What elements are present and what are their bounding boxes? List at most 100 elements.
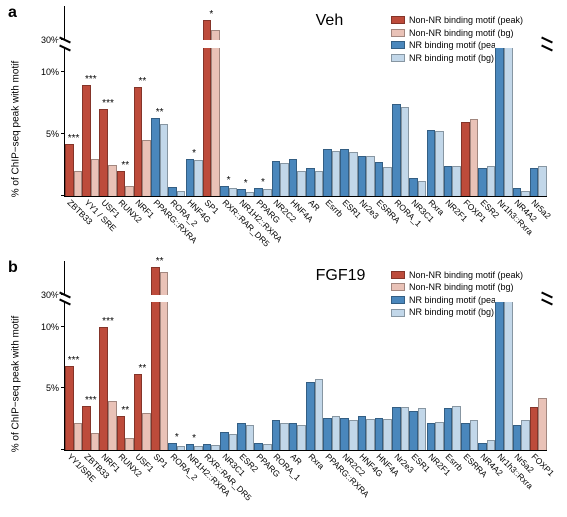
significance-marker: *** (68, 356, 80, 366)
bar-bg (383, 419, 392, 450)
bar-bg (177, 191, 186, 196)
bar-bg (401, 107, 410, 196)
bar-peak (323, 418, 332, 450)
ytick-label: 5% (46, 129, 65, 139)
figure: a% of ChIP−seq peak with motif5%10%30%Ve… (0, 0, 567, 517)
bar-bg (435, 422, 444, 450)
significance-marker: * (192, 149, 196, 159)
yaxis-label: % of ChIP−seq peak with motif (11, 61, 22, 197)
bar-peak (461, 423, 470, 450)
bar-group: PPARG::RXRA (323, 261, 340, 451)
bar-bg (297, 171, 306, 196)
panel-b: b% of ChIP−seq peak with motif5%10%30%FG… (8, 259, 559, 510)
bar-group: NR4A2 (513, 6, 530, 196)
bar-peak (340, 418, 349, 450)
significance-marker: * (192, 434, 196, 444)
bar-break-mask (151, 295, 168, 303)
bar-group: HNF4A (289, 6, 306, 196)
bar-peak (358, 156, 367, 195)
significance-marker: *** (102, 317, 114, 327)
bar-bg (538, 166, 547, 196)
bar-peak (168, 443, 177, 450)
bar-bg (487, 440, 496, 450)
bar-bg (74, 171, 83, 196)
bar-group: USF1*** (99, 6, 116, 196)
bar-group: SP1* (203, 6, 220, 196)
bar-bg (229, 188, 238, 195)
bar-bg (108, 401, 117, 450)
bar-peak (65, 144, 74, 196)
bar-peak (272, 161, 281, 195)
bar-break-mask (203, 40, 220, 48)
bar-bg (487, 166, 496, 196)
bar-peak (220, 186, 229, 196)
bar-group: PPARG* (254, 6, 271, 196)
bar-group: Esrrb (323, 6, 340, 196)
bar-bg (418, 181, 427, 196)
bar-bg (349, 152, 358, 195)
bar-group: ESR2 (237, 261, 254, 451)
bar-bg (538, 398, 547, 450)
bar-group: YY1 / SRE*** (82, 6, 99, 196)
bar-group: Nr5a2 (530, 6, 547, 196)
bar-bg (177, 446, 186, 450)
bar-bg (470, 420, 479, 450)
bar-bg (366, 419, 375, 450)
bar-group: HNF4G (358, 261, 375, 451)
significance-marker: * (244, 179, 248, 189)
bar-peak (375, 418, 384, 450)
bar-group: Nr2e3 (392, 261, 409, 451)
bar-peak (237, 423, 246, 450)
bar-group: RORA_1 (392, 6, 409, 196)
bar-group: NR2F1 (427, 261, 444, 451)
bar-peak (82, 406, 91, 450)
bar-bg (91, 433, 100, 450)
bar-peak (220, 432, 229, 450)
bar-peak (186, 444, 195, 450)
bar-group: FOXP1 (461, 6, 478, 196)
significance-marker: *** (102, 99, 114, 109)
bar-peak (444, 408, 453, 450)
bar-group: AR (306, 6, 323, 196)
bar-bg (332, 151, 341, 195)
bar-group: FOXP1 (530, 261, 547, 451)
significance-marker: ** (121, 406, 129, 416)
panel-label: b (8, 259, 18, 277)
bar-peak (340, 149, 349, 196)
bar-peak (65, 366, 74, 450)
significance-marker: * (209, 10, 213, 20)
bar-peak (117, 416, 126, 450)
bar-bg (280, 423, 289, 450)
bar-group: Nr1h3::Rxra (495, 6, 512, 196)
bar-bg (297, 425, 306, 450)
bar-peak (392, 407, 401, 450)
bar-bg (452, 166, 461, 196)
significance-marker: * (175, 433, 179, 443)
bar-group: RXR::RAR_DR5 (203, 261, 220, 451)
ytick-label: 5% (46, 383, 65, 393)
panel-label: a (8, 4, 17, 22)
bar-group: NRF1*** (99, 261, 116, 451)
significance-marker: ** (156, 108, 164, 118)
bar-peak (254, 188, 263, 195)
bar-bg (315, 171, 324, 196)
bar-bg (142, 140, 151, 195)
bar-bg (125, 438, 134, 450)
bar-bg (401, 407, 410, 450)
bar-peak (323, 149, 332, 196)
bar-bg (194, 160, 203, 196)
bar-break-mask (495, 295, 512, 303)
bar-bg (418, 408, 427, 450)
bar-peak (82, 85, 91, 196)
bar-bg (125, 186, 134, 196)
bar-bg (504, 40, 513, 195)
bar-group: ZBTB33*** (65, 6, 82, 196)
bar-group: NR2C2 (272, 6, 289, 196)
bar-group: RUNX2** (117, 261, 134, 451)
bar-peak (530, 168, 539, 195)
bar-peak (168, 187, 177, 196)
bar-group: Rxra (306, 261, 323, 451)
bar-group: Rxra (427, 6, 444, 196)
bar-group: USF1** (134, 261, 151, 451)
bar-bg (435, 131, 444, 195)
